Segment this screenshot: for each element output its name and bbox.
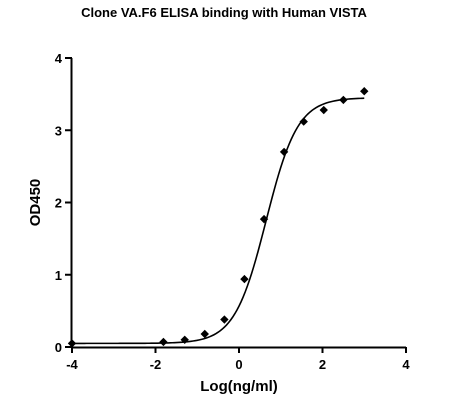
data-points [67, 87, 369, 348]
y-tick-label: 4 [55, 51, 63, 66]
fit-curve [72, 97, 365, 345]
data-point [180, 335, 189, 344]
x-tick-label: 4 [402, 357, 410, 372]
y-tick-label: 2 [55, 196, 62, 211]
data-point [159, 337, 168, 347]
x-tick-label: 0 [235, 357, 242, 372]
y-axis-ticks: 0 1 2 3 4 [55, 51, 72, 355]
data-point [240, 274, 249, 284]
data-point [339, 95, 348, 105]
data-point [299, 117, 308, 126]
y-tick-label: 3 [55, 123, 62, 138]
x-tick-label: -2 [150, 357, 162, 372]
y-tick-label: 0 [55, 340, 62, 355]
chart-title: Clone VA.F6 ELISA binding with Human VIS… [81, 5, 367, 20]
x-axis-title: Log(ng/ml) [200, 378, 277, 395]
data-point [67, 339, 77, 348]
x-axis-ticks: -4 -2 0 2 4 [66, 347, 410, 372]
y-tick-label: 1 [55, 268, 62, 283]
data-point [319, 105, 328, 115]
x-tick-label: -4 [66, 357, 78, 372]
data-point [220, 315, 229, 324]
data-point [259, 214, 269, 224]
x-tick-label: 2 [319, 357, 326, 372]
y-axis-title: OD450 [27, 179, 44, 227]
data-point [200, 329, 209, 339]
data-point [279, 147, 289, 157]
chart-axes [70, 58, 406, 349]
data-point [360, 87, 369, 96]
